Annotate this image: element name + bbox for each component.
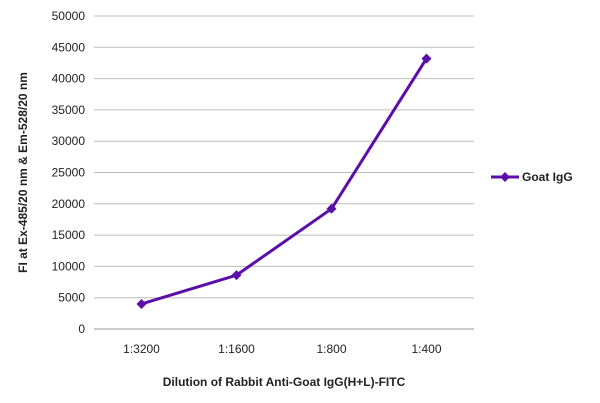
y-axis-title: FI at Ex-485/20 nm & Em-528/20 nm — [16, 72, 30, 273]
y-tick-label: 15000 — [52, 228, 86, 242]
y-tick-label: 35000 — [52, 103, 86, 117]
x-tick-label: 1:800 — [316, 342, 346, 356]
gridlines — [94, 15, 474, 299]
y-tick-label: 0 — [78, 322, 85, 336]
y-tick-label: 5000 — [58, 291, 85, 305]
x-tick-label: 1:3200 — [123, 342, 160, 356]
y-tick-label: 25000 — [52, 166, 86, 180]
data-point — [326, 203, 337, 214]
y-tick-label: 10000 — [52, 259, 86, 273]
y-tick-label: 50000 — [52, 9, 86, 23]
data-point — [421, 53, 432, 64]
legend: Goat IgG — [491, 170, 573, 184]
legend-label-goat-igg: Goat IgG — [522, 170, 573, 184]
series-line-goat-igg — [141, 57, 428, 306]
data-point — [136, 298, 147, 309]
x-tick-label: 1:400 — [411, 342, 441, 356]
y-tick-label: 40000 — [52, 72, 86, 86]
data-point — [231, 270, 242, 281]
y-tick-label: 45000 — [52, 40, 86, 54]
y-tick-label: 20000 — [52, 197, 86, 211]
x-tick-label: 1:1600 — [218, 342, 255, 356]
y-axis-tick-labels: 0 5000 10000 15000 20000 25000 30000 35000 40000… — [52, 9, 86, 336]
x-axis-tick-labels: 1:3200 1:1600 1:800 1:400 — [123, 342, 442, 356]
legend-marker-goat-igg — [500, 172, 510, 182]
series-group — [136, 53, 432, 309]
y-tick-label: 30000 — [52, 134, 86, 148]
x-axis-title: Dilution of Rabbit Anti-Goat IgG(H+L)-FI… — [163, 375, 406, 389]
